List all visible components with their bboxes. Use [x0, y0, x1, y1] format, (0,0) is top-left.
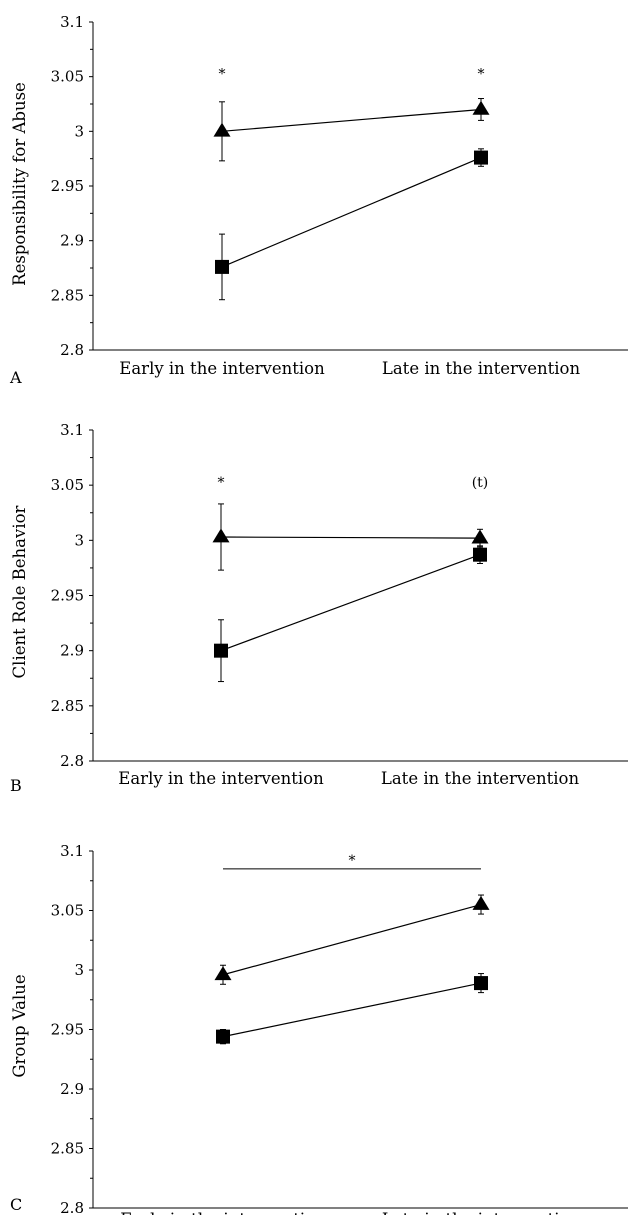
significance-marker: * — [218, 475, 225, 491]
axes-c: 3.1 3.05 3 2.95 2.9 2.85 2.8 Early in the inter… — [51, 842, 628, 1215]
data-point-triangle — [472, 100, 490, 115]
y-tick-label: 3 — [74, 122, 84, 140]
significance-marker: (t) — [472, 475, 489, 491]
y-tick-label: 2.9 — [60, 1080, 84, 1098]
data-point-triangle — [472, 895, 490, 910]
x-category-label: Late in the intervention — [382, 1210, 581, 1215]
y-tick-label: 3.05 — [51, 902, 84, 920]
y-tick-label: 2.95 — [51, 177, 84, 195]
y-axis-label-c: Group Value — [10, 974, 29, 1077]
y-tick-label: 2.9 — [60, 642, 84, 660]
y-tick-label: 3 — [74, 961, 84, 979]
data-point-triangle — [212, 528, 230, 543]
y-tick-label: 3 — [74, 531, 84, 549]
y-tick-label: 2.9 — [60, 232, 84, 250]
chart-panel-b: B Client Role Behavior 3.1 3.05 3 2.95 2.9 2.… — [0, 408, 629, 808]
data-point-square — [474, 150, 488, 165]
x-category-label: Early in the intervention — [118, 769, 324, 788]
panel-letter-c: C — [10, 1195, 22, 1214]
chart-a-svg: A Responsibility for Abuse 3.1 3.05 3 2.95 2… — [9, 13, 628, 387]
series-line-triangle — [221, 108, 482, 132]
panel-letter-b: B — [10, 776, 22, 795]
series-line-square — [222, 982, 482, 1038]
y-tick-label: 3.05 — [51, 476, 84, 494]
data-point-triangle — [471, 529, 489, 544]
data-point-square — [474, 976, 488, 991]
axes-b: 3.1 3.05 3 2.95 2.9 2.85 2.8 Early in the inter… — [51, 421, 628, 788]
x-category-label: Early in the intervention — [119, 359, 325, 378]
y-tick-label: 2.8 — [60, 341, 84, 359]
y-tick-label: 3.1 — [60, 842, 84, 860]
chart-c-svg: C Group Value 3.1 3.05 3 2.95 2.9 2.85 2.8 Earl… — [10, 842, 628, 1215]
x-category-label: Late in the intervention — [382, 359, 581, 378]
y-tick-label: 2.85 — [51, 1140, 84, 1158]
data-point-square — [214, 643, 228, 658]
data-point-square — [215, 259, 229, 274]
data-point-triangle — [214, 966, 232, 981]
significance-marker: * — [478, 66, 485, 82]
y-tick-label: 3.05 — [51, 68, 84, 86]
y-tick-label: 2.85 — [51, 286, 84, 304]
significance-marker: * — [219, 66, 226, 82]
marks-b: * (t) — [212, 475, 489, 683]
data-point-square — [216, 1029, 230, 1044]
significance-marker: * — [349, 853, 356, 869]
y-tick-label: 2.85 — [51, 697, 84, 715]
y-tick-label: 2.95 — [51, 1021, 84, 1039]
y-tick-label: 3.1 — [60, 13, 84, 31]
marks-a: * * — [213, 66, 490, 301]
y-tick-label: 2.8 — [60, 752, 84, 770]
y-tick-label: 2.95 — [51, 587, 84, 605]
y-tick-label: 3.1 — [60, 421, 84, 439]
series-line-square — [220, 554, 481, 652]
y-axis-label-b: Client Role Behavior — [10, 505, 29, 678]
chart-panel-a: A Responsibility for Abuse 3.1 3.05 3 2.95 2… — [0, 0, 629, 400]
panel-letter-a: A — [9, 368, 22, 387]
x-category-label: Early in the intervention — [120, 1210, 326, 1215]
series-line-square — [221, 157, 482, 268]
data-point-triangle — [213, 122, 231, 137]
series-line-triangle — [220, 536, 481, 539]
x-category-label: Late in the intervention — [381, 769, 580, 788]
y-axis-label-a: Responsibility for Abuse — [10, 82, 29, 286]
chart-panel-c: C Group Value 3.1 3.05 3 2.95 2.9 2.85 2.8 Earl… — [0, 815, 629, 1215]
chart-b-svg: B Client Role Behavior 3.1 3.05 3 2.95 2.9 2.… — [10, 421, 628, 795]
marks-c: * — [214, 853, 490, 1045]
series-line-triangle — [222, 903, 482, 976]
y-tick-label: 2.8 — [60, 1199, 84, 1215]
data-point-square — [473, 547, 487, 562]
axes-a: 3.1 3.05 3 2.95 2.9 2.85 2.8 Early in the inter… — [51, 13, 628, 378]
